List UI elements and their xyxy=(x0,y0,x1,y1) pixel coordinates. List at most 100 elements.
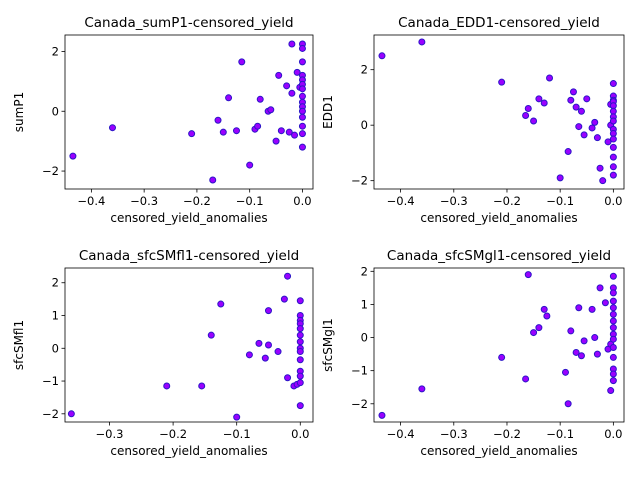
y-tick-label: 1 xyxy=(52,309,59,323)
data-point xyxy=(577,107,585,115)
y-axis-ticks: −2 −1 0 1 2 xyxy=(351,264,374,411)
data-point xyxy=(378,52,386,60)
x-tick-label: −0.2 xyxy=(159,427,187,441)
data-point xyxy=(540,99,548,107)
data-point xyxy=(233,413,241,421)
data-point xyxy=(275,71,283,79)
data-point xyxy=(274,348,282,356)
y-tick-label: 2 xyxy=(52,276,59,290)
data-point xyxy=(524,105,532,113)
data-point xyxy=(256,95,264,103)
chart-title: Canada_EDD1-censored_yield xyxy=(398,15,600,31)
x-tick-label: −0.1 xyxy=(236,194,264,208)
y-axis-ticks: −2 0 2 xyxy=(351,63,374,188)
y-tick-label: 0 xyxy=(361,331,368,345)
x-tick-label: 0.0 xyxy=(604,194,622,208)
data-point xyxy=(556,174,564,182)
data-point xyxy=(580,131,588,139)
y-tick-label: 2 xyxy=(361,63,368,77)
y-tick-label: 1 xyxy=(361,297,368,311)
data-point xyxy=(575,123,583,131)
data-point xyxy=(246,161,254,169)
data-point xyxy=(580,337,588,345)
data-point xyxy=(609,171,617,179)
y-tick-label: −2 xyxy=(351,397,368,411)
data-point xyxy=(572,103,580,111)
axes-frame xyxy=(373,267,625,423)
axes-frame xyxy=(64,267,314,423)
scatter-points xyxy=(67,272,304,421)
x-tick-label: −0.2 xyxy=(493,194,521,208)
y-tick-label: 0 xyxy=(52,104,59,118)
data-point xyxy=(609,289,617,297)
data-point xyxy=(291,131,299,139)
data-point xyxy=(564,148,572,156)
data-point xyxy=(284,374,292,382)
y-axis-ticks: −2 0 2 xyxy=(42,44,65,178)
x-axis-ticks: −0.4 −0.3 −0.2 −0.1 0.0 xyxy=(387,422,623,441)
data-point xyxy=(498,78,506,86)
data-point xyxy=(298,143,306,151)
x-tick-label: −0.4 xyxy=(77,194,105,208)
data-point xyxy=(543,312,551,320)
data-point xyxy=(609,317,617,325)
data-point xyxy=(298,130,306,138)
data-point xyxy=(609,343,617,351)
data-point xyxy=(609,135,617,143)
data-point xyxy=(255,339,263,347)
data-point xyxy=(567,96,575,104)
data-point xyxy=(609,163,617,171)
data-point xyxy=(283,82,291,90)
scatter-points xyxy=(378,271,617,419)
data-point xyxy=(591,118,599,126)
data-point xyxy=(609,335,617,343)
data-point xyxy=(599,177,607,185)
data-point xyxy=(219,128,227,136)
data-point xyxy=(609,304,617,312)
data-point xyxy=(418,38,426,46)
data-point xyxy=(293,68,301,76)
x-axis-label: censored_yield_anomalies xyxy=(110,444,267,458)
scatter-points xyxy=(378,38,617,185)
data-point xyxy=(264,307,272,315)
x-tick-label: −0.4 xyxy=(387,427,415,441)
data-point xyxy=(254,122,262,130)
data-point xyxy=(217,300,225,308)
data-point xyxy=(498,353,506,361)
data-point xyxy=(261,354,269,362)
chart-title: Canada_sumP1-censored_yield xyxy=(84,15,293,31)
data-point xyxy=(564,400,572,408)
data-point xyxy=(108,124,116,132)
y-tick-label: −2 xyxy=(42,164,59,178)
x-tick-label: −0.1 xyxy=(546,427,574,441)
data-point xyxy=(296,348,304,356)
x-tick-label: 0.0 xyxy=(291,427,309,441)
y-tick-label: 2 xyxy=(361,264,368,278)
data-point xyxy=(546,74,554,82)
data-point xyxy=(296,402,304,410)
data-point xyxy=(609,377,617,385)
x-axis-ticks: −0.4 −0.3 −0.2 −0.1 0.0 xyxy=(77,189,312,208)
x-tick-label: 0.0 xyxy=(293,194,311,208)
subplot-sump1: Canada_sumP1-censored_yield−0.4 −0.3 −0.2−… xyxy=(12,15,314,225)
x-tick-label: −0.3 xyxy=(130,194,158,208)
data-point xyxy=(524,271,532,279)
chart-title: Canada_sfcSMgl1-censored_yield xyxy=(387,248,611,264)
subplot-sfcsmgl1: Canada_sfcSMgl1-censored_yield−0.4 −0.3 −0… xyxy=(321,248,625,458)
data-point xyxy=(267,106,275,114)
x-tick-label: −0.3 xyxy=(440,194,468,208)
x-tick-label: −0.2 xyxy=(493,427,521,441)
y-tick-label: 0 xyxy=(52,341,59,355)
data-point xyxy=(277,127,285,135)
y-tick-label: −2 xyxy=(351,174,368,188)
data-point xyxy=(596,164,604,172)
data-point xyxy=(296,325,304,333)
data-point xyxy=(609,153,617,161)
data-point xyxy=(540,305,548,313)
data-point xyxy=(284,272,292,280)
data-point xyxy=(238,58,246,66)
data-point xyxy=(67,410,75,418)
data-point xyxy=(245,351,253,359)
data-point xyxy=(609,370,617,378)
